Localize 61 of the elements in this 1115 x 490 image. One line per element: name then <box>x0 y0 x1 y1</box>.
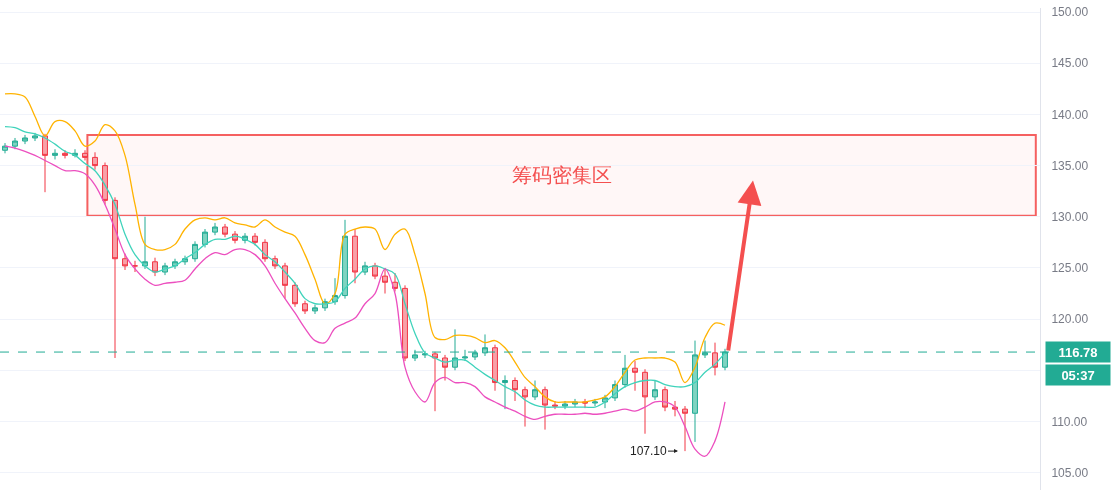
candlestick <box>112 196 118 359</box>
candlestick <box>712 342 718 376</box>
candlestick <box>552 400 558 410</box>
candlestick <box>312 304 318 315</box>
candlestick <box>252 232 258 246</box>
candlestick <box>52 148 58 160</box>
candlestick <box>432 351 438 412</box>
candlestick <box>152 257 158 277</box>
candlestick <box>102 162 108 205</box>
y-tick-label: 150.00 <box>1051 5 1089 20</box>
candlestick <box>122 253 128 271</box>
text: 05:37 <box>1061 367 1095 383</box>
candlestick <box>212 222 218 236</box>
candlestick <box>682 405 688 452</box>
candlestick <box>202 228 208 248</box>
candlestick <box>542 386 548 431</box>
candlestick <box>352 228 358 284</box>
candlestick <box>562 400 568 410</box>
candlestick <box>492 344 498 392</box>
candlestick <box>302 300 308 315</box>
candlestick <box>132 260 138 273</box>
candlestick <box>382 267 388 295</box>
candlestick <box>662 386 668 412</box>
candlestick <box>2 142 8 154</box>
candlestick <box>22 134 28 145</box>
candlestick <box>652 380 658 401</box>
line-series <box>4 145 726 457</box>
candlestick <box>462 349 468 362</box>
candlestick <box>292 281 298 308</box>
candlestick <box>502 374 508 410</box>
y-tick-label: 135.00 <box>1051 158 1089 173</box>
candlestick <box>62 149 68 159</box>
y-tick-label: 125.00 <box>1051 261 1089 276</box>
annotation: 107.10 <box>630 444 668 458</box>
y-tick-label: 110.00 <box>1051 414 1088 429</box>
band-label: 筹码密集区 <box>512 163 612 187</box>
y-tick-label: 145.00 <box>1051 56 1089 71</box>
candlestick <box>522 386 528 428</box>
candlestick <box>372 262 378 280</box>
candlestick <box>32 132 38 142</box>
ref-line-label: 116.78 <box>1058 344 1098 360</box>
candlestick <box>192 240 198 263</box>
y-tick-label: 105.00 <box>1051 465 1089 480</box>
candlestick <box>642 368 648 435</box>
candlestick <box>402 284 408 362</box>
candlestick <box>282 262 288 300</box>
candlestick <box>222 223 228 238</box>
candlestick <box>342 219 348 300</box>
candlestick <box>82 149 88 161</box>
candlestick <box>12 137 18 150</box>
y-tick-label: 120.00 <box>1051 312 1089 327</box>
y-tick-label: 140.00 <box>1051 107 1089 122</box>
candlestick <box>512 376 518 402</box>
candlestick <box>632 360 638 392</box>
y-tick-label: 130.00 <box>1051 209 1089 224</box>
candlestick <box>142 216 148 270</box>
candlestick <box>532 380 538 401</box>
candlestick <box>42 133 48 193</box>
candlestick <box>92 151 98 171</box>
candlestick <box>602 394 608 409</box>
candlestick <box>392 272 398 292</box>
